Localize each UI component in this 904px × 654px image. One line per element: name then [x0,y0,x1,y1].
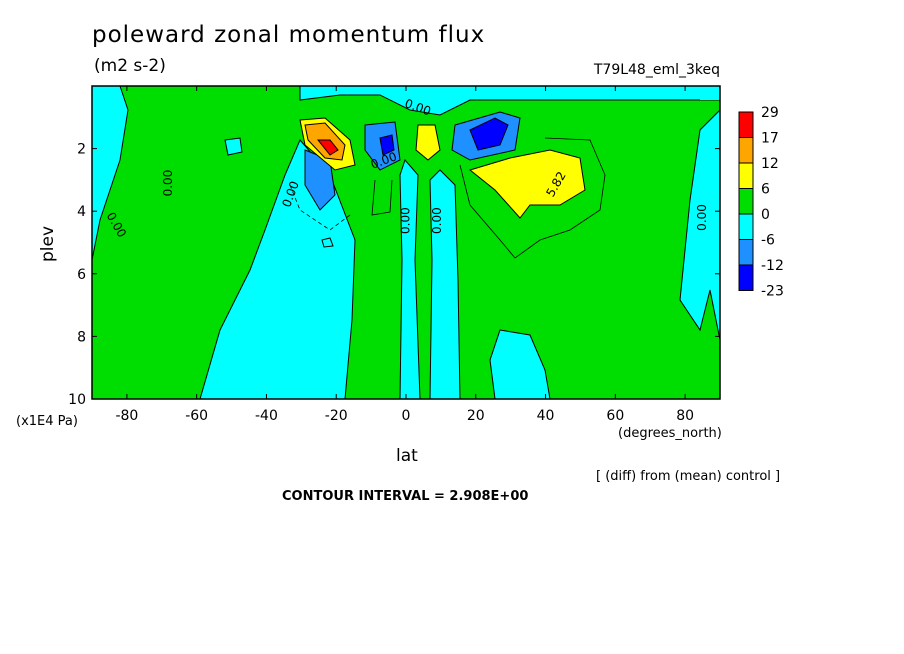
contour-label: 0.00 [161,170,175,197]
x-axis-label: lat [396,446,418,466]
chart-title: poleward zonal momentum flux [92,22,486,48]
band-neg-southern-midlat [199,139,356,399]
colorbar-label: 6 [761,182,770,198]
band-neg-north-pole [679,109,720,341]
y-tick-label: 2 [77,142,86,158]
contour-label: 0.00 [430,207,444,234]
band-pos-6-north [468,149,586,219]
run-name-label: T79L48_eml_3keq [593,62,720,78]
colorbar-label: -6 [761,233,775,249]
y-axis-label: plev [38,226,58,262]
band-pos-6-equator [415,124,441,161]
axis-ticks [92,86,720,400]
colorbar-label: 12 [761,156,779,172]
x-tick-label: 20 [467,408,485,424]
colorbar-swatch [738,137,754,164]
colorbar-label: -23 [761,284,784,300]
x-tick-label: -80 [115,408,138,424]
contour-labels: 0.000.000.000.000.000.00 0.005.820.00 [104,96,709,240]
colorbar-swatch [738,264,754,291]
band-neg-top [299,86,720,116]
colorbar-label: 0 [761,207,770,223]
x-axis-unit: (degrees_north) [618,426,722,441]
band-neg-north-tropics [429,169,461,399]
band-pos-17 [316,139,339,156]
colorbar-swatch [738,239,754,266]
colorbar-swatch [738,213,754,240]
band-neg-west-edge [92,86,129,261]
x-tick-label: 60 [606,408,624,424]
band-neg-north-low [489,329,551,399]
band-neg-12-north [469,117,509,151]
diff-note: [ (diff) from (mean) control ] [596,469,781,484]
contour-label: 0.00 [398,207,412,234]
x-tick-label: 0 [402,408,411,424]
band-neg-equator [399,159,421,399]
x-tick-label: -60 [185,408,208,424]
colorbar-label: -12 [761,258,784,274]
y-axis-unit: (x1E4 Pa) [16,414,78,429]
colorbar-swatch [738,162,754,189]
x-tick-label: 40 [537,408,555,424]
colorbar: 29 17 12 6 0 -6 -12 -23 [738,105,784,300]
y-tick-label: 6 [77,267,86,283]
chart-units: (m2 s-2) [94,56,166,76]
x-tick-label: 80 [676,408,694,424]
x-tick-label: -40 [255,408,278,424]
x-tick-label: -20 [325,408,348,424]
y-tick-label: 10 [68,392,86,408]
colorbar-label: 29 [761,105,779,121]
colorbar-swatch [738,188,754,215]
x-tick-labels: -80 -60 -40 -20 0 20 40 60 80 [115,408,694,424]
y-tick-labels: 2 4 6 8 10 [68,142,86,408]
colorbar-label: 17 [761,131,779,147]
contour-interval: CONTOUR INTERVAL = 2.908E+00 [282,489,529,504]
y-tick-label: 8 [77,329,86,345]
y-tick-label: 4 [77,204,86,220]
colorbar-swatch [738,111,754,138]
plot-area [92,86,720,399]
contour-label: 0.00 [695,204,709,231]
